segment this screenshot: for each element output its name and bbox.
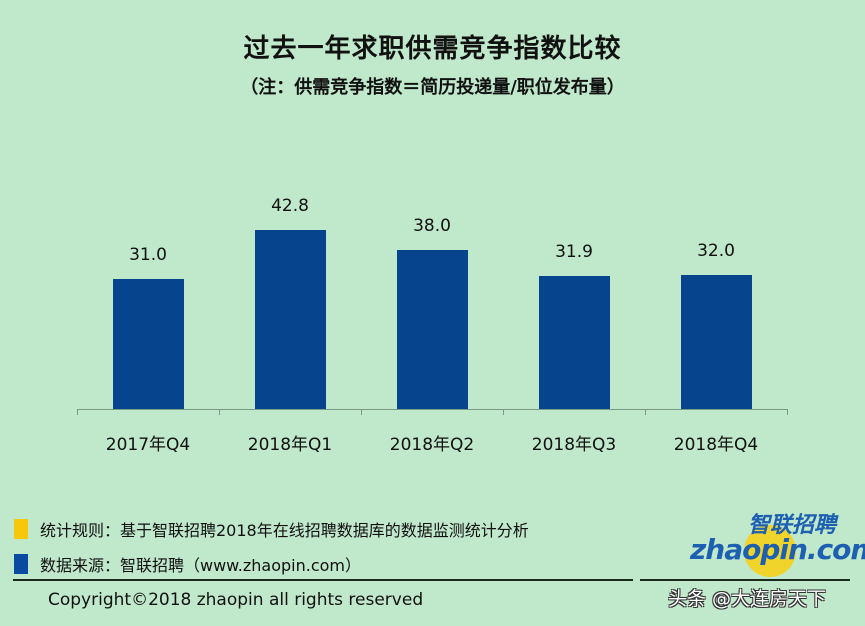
data-label: 31.9 [555,241,593,262]
axis-tick [787,409,788,415]
divider [640,579,850,581]
x-axis [77,409,787,410]
axis-tick [503,409,504,415]
logo-sun-icon [744,525,796,577]
axis-tick [361,409,362,415]
zhaopin-logo: 智联招聘 zhaopin.com [690,507,865,577]
bar [680,275,752,409]
category-label: 2018年Q1 [247,435,333,455]
legend-text: 数据来源：智联招聘（www.zhaopin.com） [40,556,362,575]
data-label: 38.0 [413,216,451,237]
bar-chart: 31.0 2017年Q4 42.8 2018年Q1 38.0 2018年Q2 31.9 201… [77,196,788,455]
bar [538,275,610,409]
chart-subtitle: （注：供需竞争指数＝简历投递量/职位发布量） [240,77,625,98]
watermark: 头条 @大连房天下 [668,588,827,610]
chart-title: 过去一年求职供需竞争指数比较 [243,34,622,64]
category-label: 2017年Q4 [105,435,191,455]
category-label: 2018年Q3 [531,435,617,455]
divider [13,579,633,581]
data-label: 32.0 [697,241,735,262]
bar [396,250,468,409]
category-label: 2018年Q2 [389,435,475,455]
category-label: 2018年Q4 [673,435,759,455]
legend-item-source: 数据来源：智联招聘（www.zhaopin.com） [14,552,361,576]
axis-tick [77,409,78,415]
blue-swatch [14,554,28,574]
axis-tick [219,409,220,415]
logo-en-text: zhaopin.com [690,533,865,566]
logo-cn-text: 智联招聘 [747,513,836,538]
bar [254,230,326,409]
bar [112,279,184,409]
yellow-swatch [14,519,28,539]
data-label: 31.0 [129,245,167,266]
axis-tick [645,409,646,415]
legend-text: 统计规则：基于智联招聘2018年在线招聘数据库的数据监测统计分析 [40,521,529,540]
data-label: 42.8 [271,196,309,217]
legend-item-rule: 统计规则：基于智联招聘2018年在线招聘数据库的数据监测统计分析 [14,517,529,541]
copyright: Copyright©2018 zhaopin all rights reserv… [48,590,424,610]
